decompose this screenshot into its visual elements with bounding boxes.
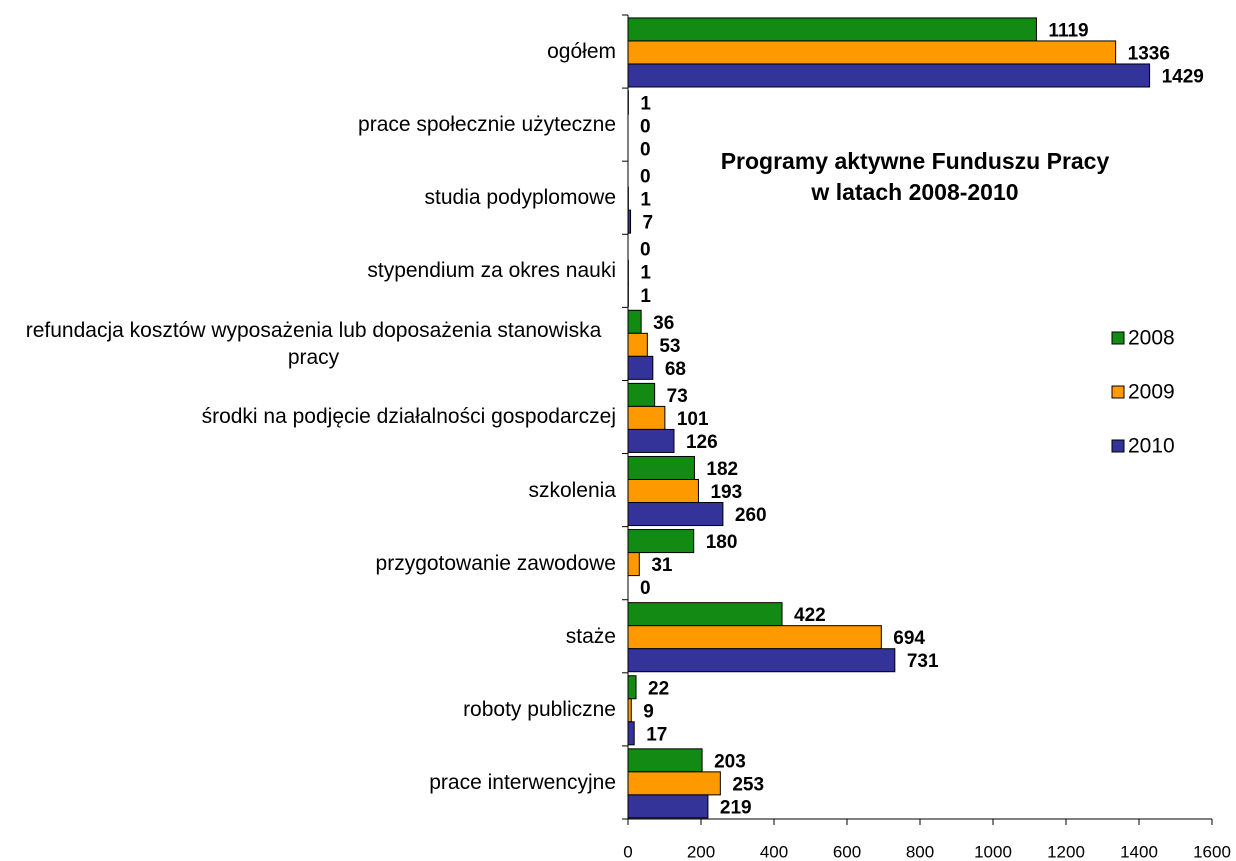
bar [627, 40, 1117, 65]
data-label: 260 [735, 505, 767, 526]
x-tick-label: 800 [906, 842, 934, 861]
category-text: środki na podjęcie działalności gospodar… [201, 405, 616, 429]
data-label: 68 [665, 359, 686, 380]
bar [627, 405, 666, 430]
category-label: prace społecznie użyteczne [358, 88, 616, 161]
category-label: szkolenia [528, 454, 616, 527]
legend-label: 2008 [1128, 327, 1175, 350]
category-text: studia podyplomowe [424, 186, 616, 210]
x-tick-label: 0 [623, 842, 632, 861]
data-label: 0 [640, 140, 651, 161]
bar [627, 648, 896, 673]
bar [627, 748, 703, 773]
data-label: 1 [640, 263, 651, 284]
x-tick-label: 1200 [1047, 842, 1085, 861]
legend-swatch [1111, 439, 1125, 453]
data-label: 0 [640, 167, 651, 188]
bar [627, 209, 632, 234]
data-label: 219 [720, 797, 752, 818]
data-label: 7 [643, 213, 654, 234]
category-label: przygotowanie zawodowe [376, 527, 616, 600]
chart-title: Programy aktywne Funduszu Pracy w latach… [640, 146, 1190, 208]
data-label: 1119 [1048, 20, 1088, 41]
category-text: ogółem [547, 40, 616, 64]
data-label: 1 [640, 94, 651, 115]
bar [627, 529, 695, 554]
data-label: 203 [714, 751, 746, 772]
bar [627, 502, 724, 527]
x-tick-label: 200 [687, 842, 715, 861]
title-line: w latach 2008-2010 [811, 179, 1019, 205]
category-label: prace interwencyjne [429, 746, 616, 819]
data-label: 694 [893, 628, 925, 649]
bar [627, 455, 695, 480]
bar [627, 721, 635, 746]
category-text: refundacja kosztów wyposażenia lub dopos… [25, 318, 602, 369]
category-label: staże [566, 600, 616, 673]
data-label: 193 [710, 482, 742, 503]
bar [627, 332, 648, 357]
x-tick-label: 1600 [1193, 842, 1231, 861]
data-label: 36 [653, 313, 674, 334]
data-label: 126 [686, 432, 718, 453]
category-label: ogółem [547, 15, 616, 88]
data-label: 1 [640, 190, 651, 211]
data-label: 731 [907, 651, 939, 672]
x-tick-label: 600 [833, 842, 861, 861]
bar [627, 428, 675, 453]
category-label: środki na podjęcie działalności gospodar… [202, 380, 616, 453]
data-label: 182 [706, 459, 738, 480]
legend-swatch [1111, 331, 1125, 345]
data-label: 0 [640, 578, 651, 599]
bar [627, 382, 656, 407]
category-text: szkolenia [528, 478, 616, 502]
bar [627, 794, 709, 819]
x-tick-label: 1400 [1120, 842, 1158, 861]
category-label: roboty publiczne [463, 673, 616, 746]
data-label: 1 [640, 286, 651, 307]
x-tick-label: 1000 [974, 842, 1012, 861]
data-label: 9 [643, 701, 654, 722]
title-line: Programy aktywne Funduszu Pracy [720, 148, 1110, 174]
data-label: 53 [659, 336, 680, 357]
bar [627, 552, 640, 577]
bar [627, 675, 637, 700]
data-label: 1429 [1162, 66, 1204, 87]
data-label: 22 [648, 678, 669, 699]
legend-label: 2010 [1128, 435, 1175, 458]
data-label: 422 [794, 605, 826, 626]
category-label: refundacja kosztów wyposażenia lub dopos… [11, 307, 616, 380]
category-text: prace społecznie użyteczne [358, 113, 616, 137]
data-label: 180 [706, 532, 738, 553]
category-text: staże [565, 624, 616, 648]
data-label: 31 [651, 555, 673, 576]
bar [627, 771, 721, 796]
bar [627, 478, 699, 504]
data-label: 0 [640, 117, 651, 138]
bar [627, 698, 632, 723]
bar [627, 309, 642, 334]
x-tick-label: 400 [760, 842, 788, 861]
data-label: 73 [667, 386, 688, 407]
bar [627, 17, 1037, 42]
category-text: przygotowanie zawodowe [375, 551, 616, 575]
legend-swatch [1111, 385, 1125, 399]
legend-label: 2009 [1128, 381, 1175, 404]
data-label: 0 [640, 240, 651, 261]
data-label: 17 [646, 724, 667, 745]
category-label: studia podyplomowe [425, 161, 616, 234]
category-label: stypendium za okres nauki [367, 234, 616, 307]
bar [627, 355, 654, 380]
data-label: 101 [677, 409, 709, 430]
data-label: 253 [732, 774, 764, 795]
bar [627, 625, 882, 650]
data-label: 1336 [1128, 43, 1170, 64]
bar [627, 63, 1151, 88]
category-text: roboty publiczne [463, 697, 616, 721]
category-text: prace interwencyjne [429, 770, 616, 794]
category-text: stypendium za okres nauki [367, 259, 616, 283]
bar [627, 602, 783, 627]
